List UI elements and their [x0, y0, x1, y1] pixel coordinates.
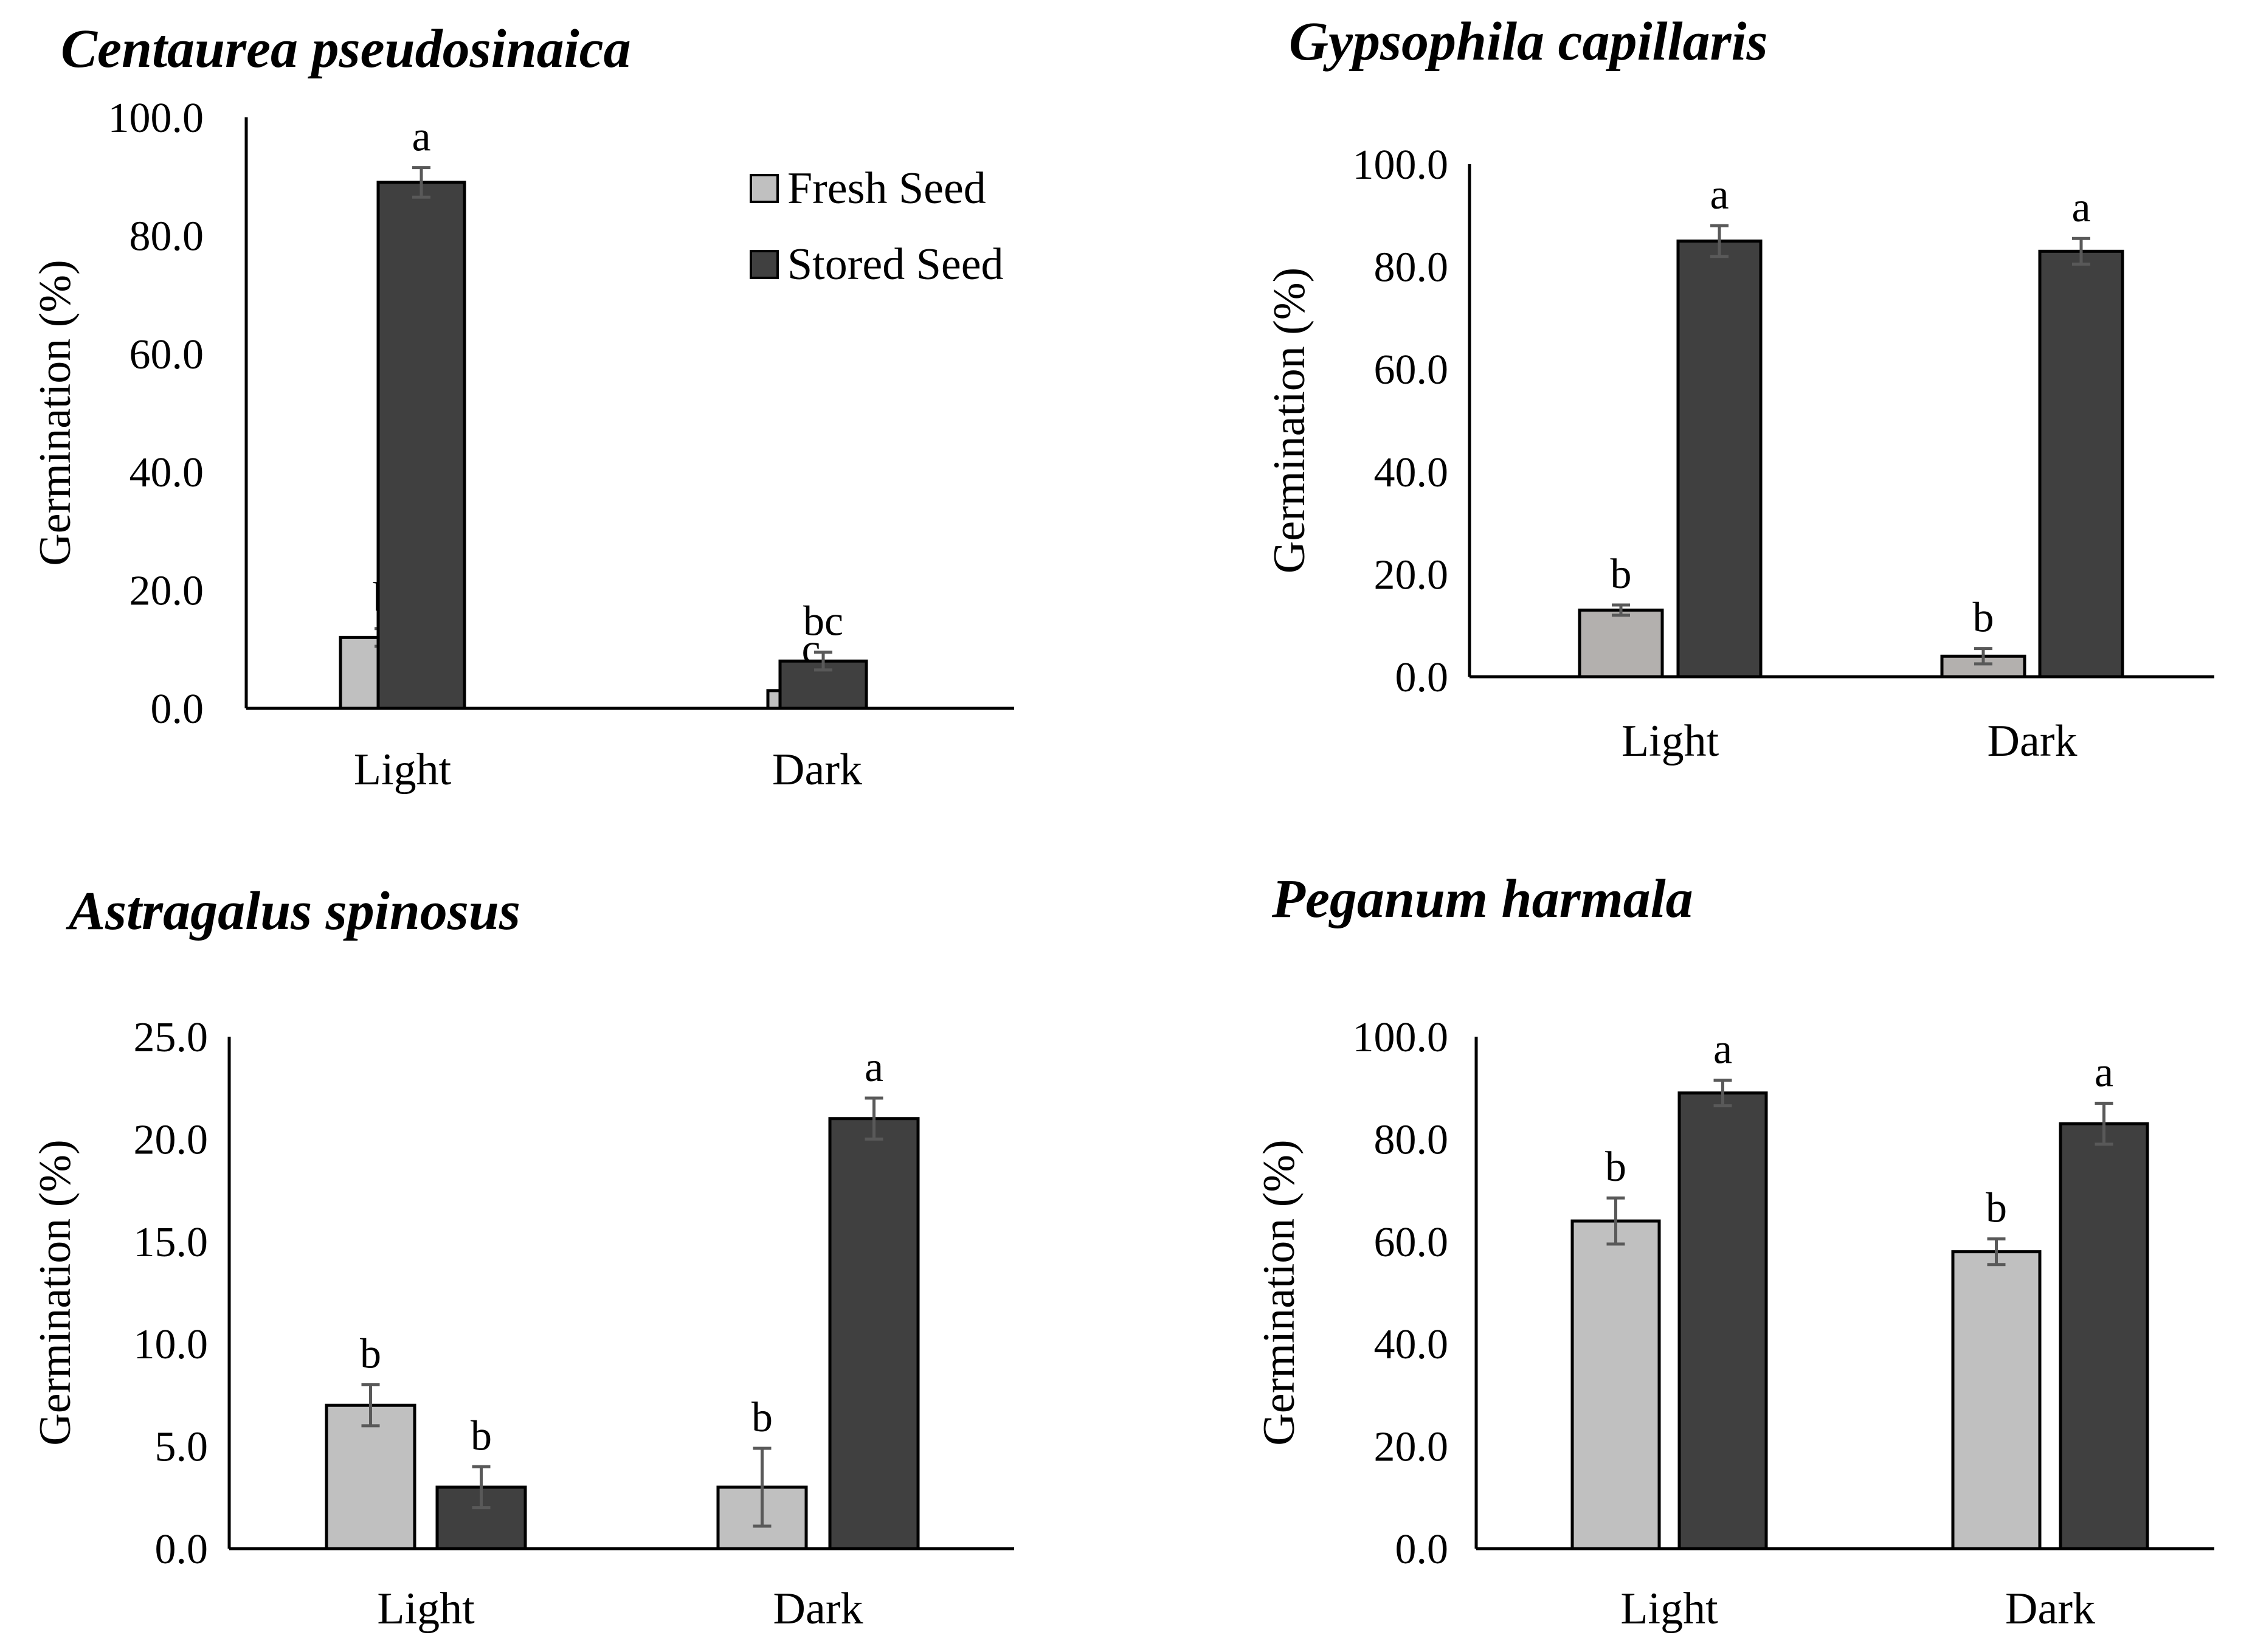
- y-axis-title: Germination (%): [1254, 1139, 1304, 1445]
- bar: [1677, 1091, 1768, 1550]
- legend-label: Fresh Seed: [787, 164, 986, 213]
- legend-swatch: [750, 174, 779, 203]
- category-label: Dark: [1988, 716, 2078, 766]
- chart-title: Centaurea pseudosinaica: [61, 19, 631, 79]
- y-axis-title: Germination (%): [30, 260, 80, 565]
- significance-letter: a: [865, 1044, 883, 1091]
- y-tick-label: 100.0: [108, 95, 204, 142]
- chart-title: Astragalus spinosus: [66, 881, 520, 941]
- significance-letter: b: [360, 1331, 381, 1378]
- y-tick-label: 20.0: [130, 568, 204, 615]
- y-tick-label: 20.0: [1374, 1424, 1449, 1471]
- y-axis-title: Germination (%): [30, 1139, 80, 1445]
- significance-letter: a: [1710, 171, 1729, 218]
- y-tick-label: 0.0: [1395, 654, 1449, 701]
- y-axis-title: Germination (%): [1265, 268, 1314, 573]
- y-tick-label: 100.0: [1353, 142, 1449, 188]
- y-tick-label: 60.0: [1374, 347, 1449, 393]
- y-tick-label: 5.0: [155, 1424, 209, 1471]
- y-tick-label: 0.0: [1395, 1526, 1449, 1573]
- bar: [828, 1117, 920, 1550]
- chart-panel: Centaurea pseudosinaica 0.0 20.0 40.0 60.0 80…: [30, 19, 1014, 795]
- significance-letter: a: [1713, 1026, 1732, 1073]
- y-tick-label: 20.0: [1374, 551, 1449, 598]
- y-tick-label: 20.0: [134, 1116, 209, 1163]
- legend-swatch: [750, 250, 779, 279]
- significance-letter: a: [412, 114, 430, 161]
- category-label: Light: [1620, 1584, 1718, 1634]
- y-tick-label: 15.0: [134, 1219, 209, 1266]
- category-label: Dark: [773, 1584, 863, 1634]
- category-label: Dark: [772, 745, 862, 795]
- y-tick-label: 80.0: [1374, 244, 1449, 291]
- chart-panel: Peganum harmala 0.0 20.0 40.0 60.0 80.0 100.0 G…: [1254, 869, 2214, 1634]
- category-label: Light: [354, 745, 452, 795]
- bar: [376, 181, 466, 710]
- y-tick-label: 60.0: [1374, 1219, 1449, 1266]
- y-tick-label: 25.0: [134, 1014, 209, 1061]
- y-tick-label: 80.0: [130, 213, 204, 260]
- chart-panel: Astragalus spinosus 0.0 5.0 10.0 15.0 20.0 25.…: [30, 881, 1014, 1634]
- category-label: Dark: [2005, 1584, 2095, 1634]
- bar: [1951, 1250, 2042, 1550]
- significance-letter: b: [471, 1412, 492, 1459]
- bar: [1676, 239, 1763, 679]
- significance-letter: a: [2095, 1049, 2113, 1096]
- y-tick-label: 100.0: [1353, 1014, 1449, 1061]
- chart-title: Gypsophila capillaris: [1289, 12, 1768, 72]
- legend: Fresh Seed Stored Seed: [750, 164, 1004, 289]
- category-label: Light: [377, 1584, 475, 1634]
- significance-letter: b: [1973, 595, 1994, 641]
- significance-letter: b: [751, 1394, 773, 1441]
- y-tick-label: 40.0: [1374, 449, 1449, 496]
- y-tick-label: 40.0: [130, 449, 204, 496]
- bar: [1570, 1219, 1661, 1550]
- bar: [2038, 249, 2124, 679]
- y-tick-label: 0.0: [155, 1526, 209, 1573]
- category-label: Light: [1622, 716, 1719, 766]
- y-tick-label: 40.0: [1374, 1321, 1449, 1368]
- y-tick-label: 10.0: [134, 1321, 209, 1368]
- significance-letter: b: [1611, 551, 1632, 598]
- bar: [325, 1403, 416, 1550]
- significance-letter: a: [2071, 184, 2090, 231]
- significance-letter: b: [1605, 1144, 1626, 1191]
- y-tick-label: 0.0: [151, 686, 204, 733]
- chart-title: Peganum harmala: [1271, 869, 1693, 929]
- significance-letter: bc: [803, 598, 843, 645]
- chart-panel: Gypsophila capillaris 0.0 20.0 40.0 60.0 80.0…: [1265, 12, 2214, 766]
- bar: [1578, 608, 1664, 679]
- legend-label: Stored Seed: [787, 240, 1004, 289]
- bar: [2059, 1122, 2149, 1550]
- y-tick-label: 80.0: [1374, 1116, 1449, 1163]
- significance-letter: b: [1986, 1185, 2007, 1232]
- y-tick-label: 60.0: [130, 331, 204, 378]
